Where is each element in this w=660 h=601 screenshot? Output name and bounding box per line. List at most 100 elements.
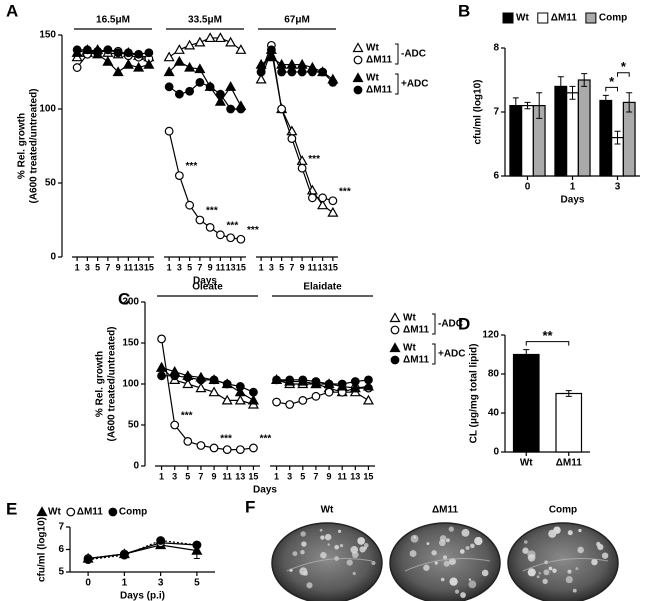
data-point [272, 375, 281, 385]
x-tick-label: 13 [226, 262, 236, 272]
data-point [215, 89, 225, 99]
x-tick-label: 3 [172, 471, 177, 481]
legend-marker [390, 355, 400, 365]
legend-label: Wt [366, 43, 379, 54]
data-point [191, 544, 203, 555]
y-tick-label: 120 [482, 330, 499, 341]
data-point [307, 67, 317, 77]
data-point [324, 379, 334, 389]
colony [448, 558, 456, 566]
data-point [93, 46, 103, 56]
legend-bracket [432, 313, 436, 335]
x-tick-label: 13 [235, 471, 245, 481]
colony [410, 534, 419, 543]
legend-marker [352, 72, 364, 83]
x-tick-label: 13 [318, 262, 328, 272]
y-axis-label: (A600 treated/untreated) [107, 326, 118, 441]
y-tick-label: 0 [50, 252, 56, 263]
plate-streak [404, 558, 491, 572]
data-point [156, 536, 166, 545]
annotation: *** [308, 154, 320, 165]
data-point [183, 373, 193, 382]
x-tick-label: 13 [134, 262, 144, 272]
data-point [221, 394, 233, 405]
significance-bracket [605, 86, 618, 92]
x-tick-label: 13 [350, 471, 360, 481]
colony [303, 571, 308, 576]
legend-group-label: +ADC [438, 349, 466, 360]
data-point [226, 233, 236, 243]
panel-letter: C [118, 289, 130, 308]
legend-group-label: +ADC [401, 79, 429, 90]
data-point [82, 45, 92, 55]
data-point [119, 550, 129, 560]
data-point [324, 387, 334, 397]
data-point [287, 134, 297, 144]
colony [468, 578, 472, 581]
x-tick-label: 9 [116, 262, 121, 272]
colony [465, 546, 470, 550]
data-point [255, 73, 267, 84]
y-tick-label: 7 [58, 522, 64, 533]
data-point [163, 51, 175, 62]
legend-bracket [395, 73, 399, 95]
data-point [327, 206, 339, 217]
bar [577, 79, 591, 177]
annotation: *** [247, 225, 259, 236]
colony [371, 560, 376, 566]
panel-letter: D [458, 314, 470, 333]
data-point [156, 361, 168, 372]
data-point [185, 86, 195, 96]
colony [543, 569, 550, 576]
data-point [204, 32, 216, 43]
y-axis-label: cfu/ml (log10) [473, 79, 484, 144]
colony [351, 551, 359, 559]
data-point [249, 443, 258, 453]
colony [481, 569, 489, 577]
data-point [112, 66, 124, 77]
y-tick-label: 150 [39, 30, 56, 41]
data-point [311, 391, 321, 401]
data-point [163, 66, 175, 77]
x-tick-label: 1 [75, 262, 80, 272]
data-point [164, 126, 174, 136]
y-tick-label: 7 [493, 107, 499, 118]
legend-marker [389, 342, 401, 353]
error-bar [565, 390, 572, 397]
x-axis-label: Days (p.i) [120, 591, 165, 601]
data-point [350, 377, 360, 386]
legend-bracket [395, 43, 399, 65]
legend-swatch [502, 12, 514, 24]
x-tick-label: 1 [259, 262, 264, 272]
colony [577, 546, 584, 554]
colony [445, 538, 450, 543]
y-tick-label: 0 [493, 447, 499, 458]
data-point [277, 104, 287, 114]
data-point [143, 58, 155, 69]
legend-label: Wt [516, 13, 529, 24]
colony [339, 544, 344, 548]
y-tick-label: 100 [39, 104, 56, 115]
x-tick-label: 15 [363, 471, 373, 481]
colony [301, 541, 307, 547]
legend-label: ΔM11 [403, 325, 430, 336]
data-point [123, 48, 133, 58]
bar [512, 353, 540, 453]
legend-label: ΔM11 [77, 507, 104, 518]
data-point [170, 420, 180, 430]
annotation: *** [186, 161, 198, 172]
annotation: *** [227, 220, 239, 231]
x-axis-label: Days [253, 485, 277, 496]
x-tick-label: 5 [279, 262, 284, 272]
colony [468, 580, 477, 589]
data-point [195, 215, 205, 225]
y-axis-label: (A600 treated/untreated) [29, 88, 40, 203]
colony [423, 564, 430, 571]
data-point [328, 77, 338, 87]
group-label: Elaidate [303, 282, 342, 293]
colony [438, 539, 446, 547]
x-tick-label: 3 [287, 471, 292, 481]
data-point [298, 396, 308, 405]
data-point [184, 39, 196, 50]
data-point [113, 48, 123, 58]
